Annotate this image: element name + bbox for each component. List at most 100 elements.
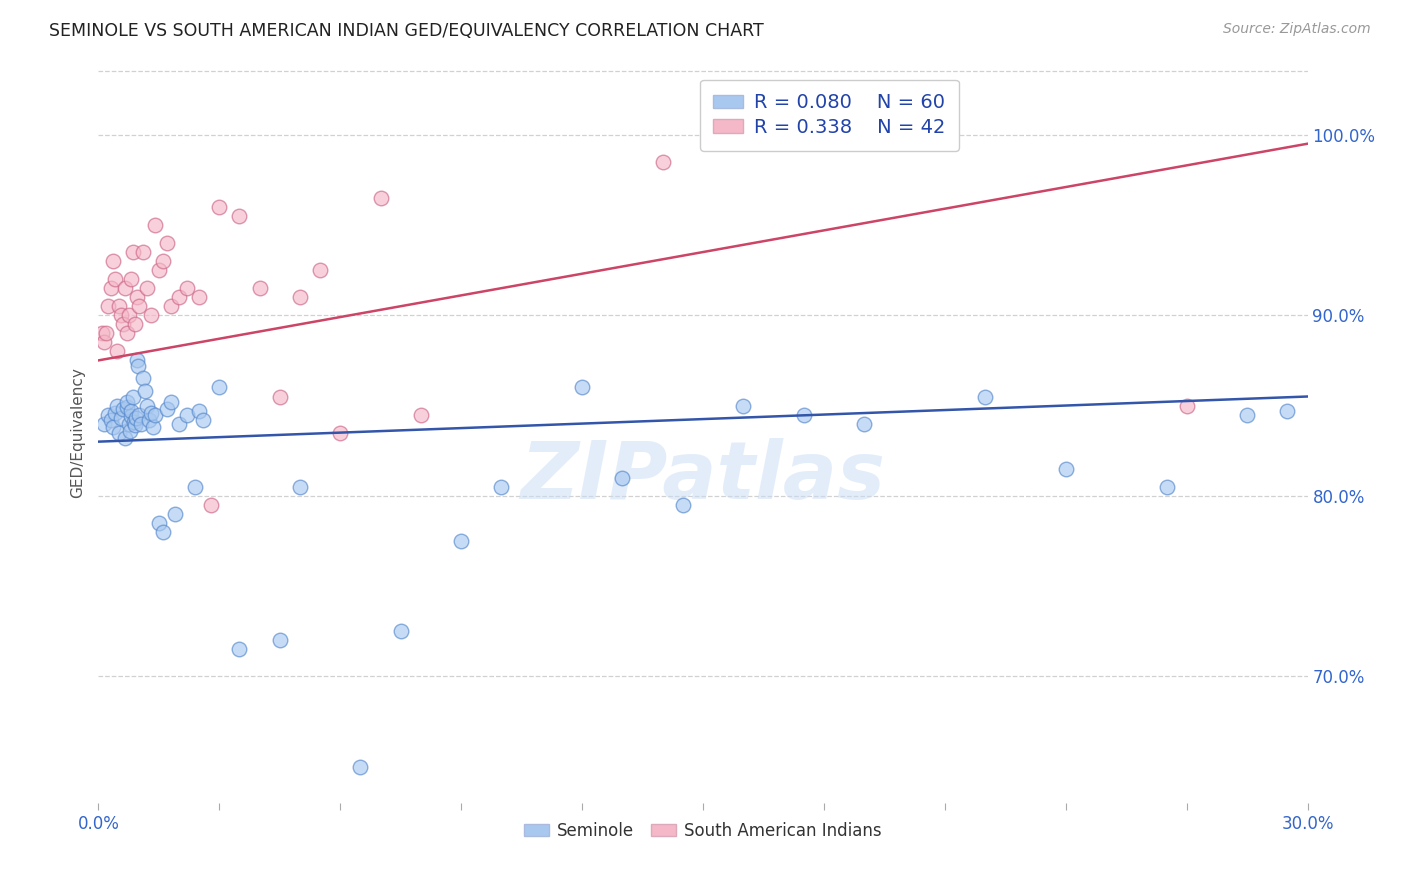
Point xyxy=(127,359,149,373)
Point xyxy=(853,417,876,431)
Point xyxy=(249,281,271,295)
Point xyxy=(156,402,179,417)
Point xyxy=(152,524,174,539)
Point xyxy=(139,406,162,420)
Y-axis label: GED/Equivalency: GED/Equivalency xyxy=(70,368,86,498)
Point xyxy=(120,272,142,286)
Point xyxy=(208,200,231,214)
Point xyxy=(176,408,198,422)
Point xyxy=(370,191,392,205)
Point xyxy=(114,431,136,445)
Point xyxy=(121,404,143,418)
Point xyxy=(93,417,115,431)
Point xyxy=(101,420,124,434)
Point xyxy=(103,272,125,286)
Point xyxy=(309,263,332,277)
Point xyxy=(128,408,150,422)
Point xyxy=(1277,404,1299,418)
Point xyxy=(135,281,157,295)
Point xyxy=(139,308,162,322)
Point xyxy=(101,254,124,268)
Point xyxy=(121,390,143,404)
Point xyxy=(269,390,291,404)
Text: SEMINOLE VS SOUTH AMERICAN INDIAN GED/EQUIVALENCY CORRELATION CHART: SEMINOLE VS SOUTH AMERICAN INDIAN GED/EQ… xyxy=(49,22,763,40)
Point xyxy=(389,624,412,639)
Point xyxy=(111,318,134,332)
Point xyxy=(329,425,352,440)
Point xyxy=(124,318,146,332)
Point xyxy=(100,413,122,427)
Point xyxy=(129,417,152,431)
Point xyxy=(114,281,136,295)
Point xyxy=(167,290,190,304)
Point xyxy=(124,418,146,433)
Point xyxy=(1156,480,1178,494)
Point xyxy=(132,371,155,385)
Point xyxy=(269,633,291,648)
Point xyxy=(100,281,122,295)
Legend: Seminole, South American Indians: Seminole, South American Indians xyxy=(517,815,889,847)
Point xyxy=(733,399,755,413)
Point xyxy=(115,401,138,415)
Point xyxy=(125,290,148,304)
Point xyxy=(115,326,138,341)
Point xyxy=(91,326,114,341)
Point xyxy=(143,408,166,422)
Point xyxy=(120,409,142,424)
Point xyxy=(160,299,183,313)
Point xyxy=(156,235,179,250)
Text: ZIPatlas: ZIPatlas xyxy=(520,438,886,516)
Point xyxy=(143,218,166,232)
Point xyxy=(93,335,115,350)
Point xyxy=(176,281,198,295)
Point xyxy=(160,395,183,409)
Point xyxy=(188,404,211,418)
Point xyxy=(107,299,129,313)
Point xyxy=(450,533,472,548)
Point xyxy=(228,642,250,657)
Point xyxy=(97,408,120,422)
Point xyxy=(121,245,143,260)
Point xyxy=(288,480,311,494)
Point xyxy=(349,760,371,774)
Text: Source: ZipAtlas.com: Source: ZipAtlas.com xyxy=(1223,22,1371,37)
Point xyxy=(1054,461,1077,475)
Point xyxy=(135,399,157,413)
Point xyxy=(110,411,132,425)
Point xyxy=(122,415,145,429)
Point xyxy=(200,498,222,512)
Point xyxy=(138,413,160,427)
Point xyxy=(134,384,156,398)
Point xyxy=(117,395,139,409)
Point xyxy=(118,424,141,438)
Point xyxy=(128,299,150,313)
Point xyxy=(163,507,186,521)
Point xyxy=(152,254,174,268)
Point xyxy=(142,420,165,434)
Point xyxy=(148,263,170,277)
Point xyxy=(184,480,207,494)
Point xyxy=(97,299,120,313)
Point xyxy=(193,413,215,427)
Point xyxy=(110,308,132,322)
Point xyxy=(793,408,815,422)
Point xyxy=(491,480,513,494)
Point xyxy=(571,380,593,394)
Point xyxy=(612,471,634,485)
Point xyxy=(107,425,129,440)
Point xyxy=(105,344,128,359)
Point xyxy=(1175,399,1198,413)
Point xyxy=(208,380,231,394)
Point xyxy=(132,245,155,260)
Point xyxy=(409,408,432,422)
Point xyxy=(103,406,125,420)
Point xyxy=(118,308,141,322)
Point xyxy=(228,209,250,223)
Point xyxy=(148,516,170,530)
Point xyxy=(188,290,211,304)
Point xyxy=(105,399,128,413)
Point xyxy=(111,402,134,417)
Point xyxy=(651,154,673,169)
Point xyxy=(124,411,146,425)
Point xyxy=(125,353,148,368)
